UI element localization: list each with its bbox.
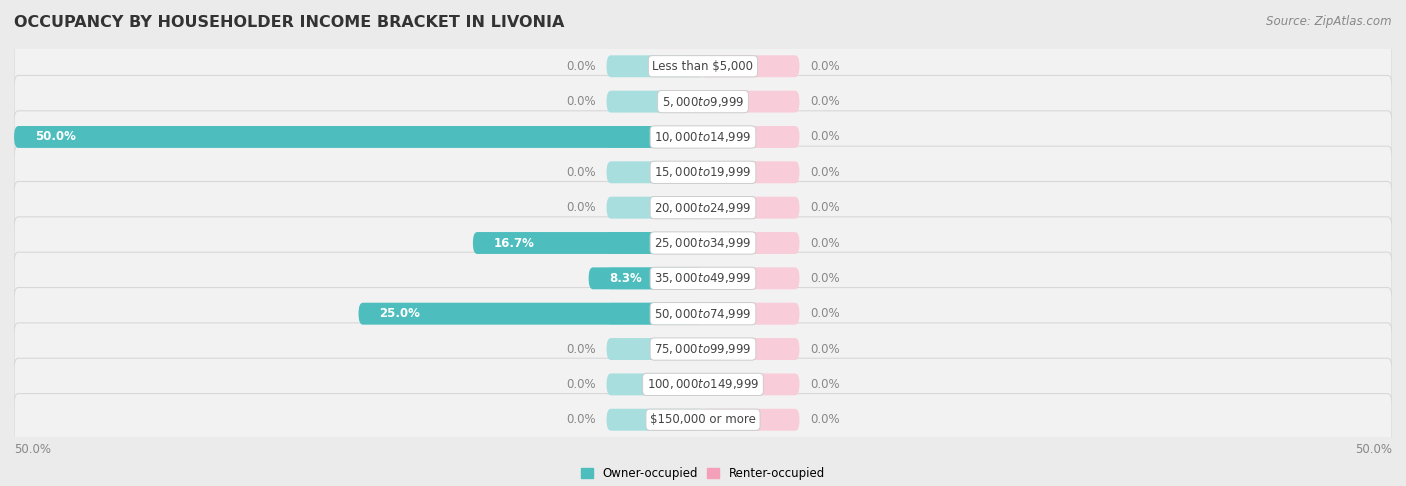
FancyBboxPatch shape: [703, 55, 800, 77]
FancyBboxPatch shape: [606, 303, 703, 325]
FancyBboxPatch shape: [606, 232, 703, 254]
Text: $10,000 to $14,999: $10,000 to $14,999: [654, 130, 752, 144]
FancyBboxPatch shape: [703, 409, 800, 431]
Text: $25,000 to $34,999: $25,000 to $34,999: [654, 236, 752, 250]
FancyBboxPatch shape: [14, 40, 1392, 92]
FancyBboxPatch shape: [14, 358, 1392, 411]
FancyBboxPatch shape: [606, 267, 703, 289]
Text: 0.0%: 0.0%: [810, 60, 841, 73]
Legend: Owner-occupied, Renter-occupied: Owner-occupied, Renter-occupied: [579, 464, 827, 482]
FancyBboxPatch shape: [14, 288, 1392, 340]
Text: $5,000 to $9,999: $5,000 to $9,999: [662, 95, 744, 108]
Text: 0.0%: 0.0%: [565, 378, 596, 391]
Text: 0.0%: 0.0%: [810, 95, 841, 108]
FancyBboxPatch shape: [472, 232, 703, 254]
FancyBboxPatch shape: [703, 267, 800, 289]
Text: 50.0%: 50.0%: [1355, 443, 1392, 456]
Text: $20,000 to $24,999: $20,000 to $24,999: [654, 201, 752, 215]
FancyBboxPatch shape: [14, 323, 1392, 375]
Text: 0.0%: 0.0%: [810, 237, 841, 249]
Text: 50.0%: 50.0%: [35, 130, 76, 143]
Text: 8.3%: 8.3%: [609, 272, 643, 285]
Text: 0.0%: 0.0%: [810, 130, 841, 143]
FancyBboxPatch shape: [14, 146, 1392, 198]
FancyBboxPatch shape: [606, 373, 703, 395]
Text: 25.0%: 25.0%: [380, 307, 420, 320]
Text: 0.0%: 0.0%: [810, 378, 841, 391]
Text: 0.0%: 0.0%: [810, 201, 841, 214]
FancyBboxPatch shape: [703, 303, 800, 325]
Text: Less than $5,000: Less than $5,000: [652, 60, 754, 73]
FancyBboxPatch shape: [703, 197, 800, 219]
Text: $100,000 to $149,999: $100,000 to $149,999: [647, 378, 759, 391]
FancyBboxPatch shape: [14, 75, 1392, 128]
Text: $150,000 or more: $150,000 or more: [650, 413, 756, 426]
Text: 0.0%: 0.0%: [565, 166, 596, 179]
Text: $50,000 to $74,999: $50,000 to $74,999: [654, 307, 752, 321]
Text: 0.0%: 0.0%: [810, 343, 841, 356]
FancyBboxPatch shape: [703, 91, 800, 113]
FancyBboxPatch shape: [703, 232, 800, 254]
FancyBboxPatch shape: [703, 338, 800, 360]
Text: $35,000 to $49,999: $35,000 to $49,999: [654, 271, 752, 285]
FancyBboxPatch shape: [606, 91, 703, 113]
FancyBboxPatch shape: [606, 161, 703, 183]
FancyBboxPatch shape: [14, 217, 1392, 269]
FancyBboxPatch shape: [14, 126, 703, 148]
FancyBboxPatch shape: [703, 126, 800, 148]
FancyBboxPatch shape: [14, 111, 1392, 163]
FancyBboxPatch shape: [606, 409, 703, 431]
Text: 0.0%: 0.0%: [565, 201, 596, 214]
Text: 0.0%: 0.0%: [565, 95, 596, 108]
Text: 16.7%: 16.7%: [494, 237, 534, 249]
FancyBboxPatch shape: [606, 338, 703, 360]
FancyBboxPatch shape: [14, 252, 1392, 305]
Text: 50.0%: 50.0%: [14, 443, 51, 456]
FancyBboxPatch shape: [606, 197, 703, 219]
Text: 0.0%: 0.0%: [565, 343, 596, 356]
FancyBboxPatch shape: [703, 373, 800, 395]
FancyBboxPatch shape: [14, 394, 1392, 446]
FancyBboxPatch shape: [606, 55, 703, 77]
Text: OCCUPANCY BY HOUSEHOLDER INCOME BRACKET IN LIVONIA: OCCUPANCY BY HOUSEHOLDER INCOME BRACKET …: [14, 15, 564, 30]
Text: 0.0%: 0.0%: [810, 272, 841, 285]
FancyBboxPatch shape: [589, 267, 703, 289]
Text: 0.0%: 0.0%: [810, 307, 841, 320]
Text: Source: ZipAtlas.com: Source: ZipAtlas.com: [1267, 15, 1392, 28]
Text: 0.0%: 0.0%: [810, 166, 841, 179]
FancyBboxPatch shape: [606, 126, 703, 148]
FancyBboxPatch shape: [14, 181, 1392, 234]
Text: $15,000 to $19,999: $15,000 to $19,999: [654, 165, 752, 179]
Text: 0.0%: 0.0%: [810, 413, 841, 426]
FancyBboxPatch shape: [703, 161, 800, 183]
Text: $75,000 to $99,999: $75,000 to $99,999: [654, 342, 752, 356]
Text: 0.0%: 0.0%: [565, 60, 596, 73]
FancyBboxPatch shape: [359, 303, 703, 325]
Text: 0.0%: 0.0%: [565, 413, 596, 426]
